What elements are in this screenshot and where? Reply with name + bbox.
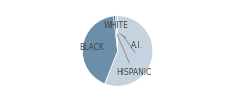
Text: WHITE: WHITE — [103, 21, 135, 52]
Text: BLACK: BLACK — [79, 43, 104, 52]
Wedge shape — [114, 16, 118, 51]
Wedge shape — [116, 16, 118, 51]
Wedge shape — [82, 16, 118, 84]
Text: HISPANIC: HISPANIC — [116, 34, 151, 77]
Wedge shape — [105, 16, 153, 86]
Text: A.I.: A.I. — [119, 33, 143, 50]
